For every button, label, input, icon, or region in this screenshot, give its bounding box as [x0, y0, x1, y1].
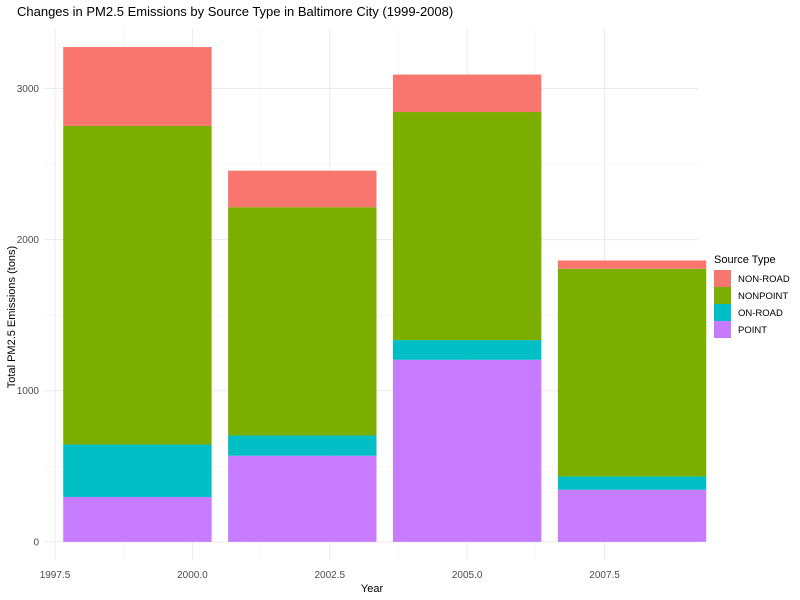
- bar-segment-point: [557, 489, 707, 542]
- bar-segment-nonpoint: [392, 112, 542, 341]
- chart-title: Changes in PM2.5 Emissions by Source Typ…: [17, 4, 453, 19]
- x-tick-label: 1997.5: [40, 570, 71, 581]
- legend-label-nonpoint: NONPOINT: [738, 291, 788, 302]
- bar-segment-nonpoint: [557, 268, 707, 477]
- bar-segment-nonpoint: [63, 125, 212, 445]
- legend-items: NON-ROAD NONPOINT ON-ROAD POINT: [714, 270, 790, 338]
- legend-swatch-on-road: [714, 304, 731, 321]
- x-axis-ticks: 1997.5 2000.0 2002.5 2005.0 2007.5: [40, 570, 621, 581]
- y-axis-ticks: 0 1000 2000 3000: [17, 84, 40, 548]
- legend-label-point: POINT: [738, 325, 767, 336]
- bar-segment-on-road: [63, 444, 212, 497]
- bar-segment-point: [63, 496, 212, 542]
- bar-segment-non-road: [392, 74, 542, 113]
- y-tick-label: 2000: [17, 235, 40, 246]
- legend: Source Type NON-ROAD NONPOINT ON-ROAD POINT: [714, 254, 790, 338]
- bar-segment-on-road: [557, 476, 707, 490]
- legend-swatch-non-road: [714, 270, 731, 287]
- x-tick-label: 2000.0: [177, 570, 208, 581]
- bar-segment-nonpoint: [228, 207, 377, 436]
- x-tick-label: 2005.0: [452, 570, 483, 581]
- x-tick-label: 2007.5: [589, 570, 620, 581]
- bar-segment-non-road: [228, 170, 377, 208]
- legend-label-on-road: ON-ROAD: [738, 308, 783, 319]
- bar-segment-point: [228, 455, 377, 542]
- bar-segment-non-road: [63, 47, 212, 126]
- legend-swatch-point: [714, 321, 731, 338]
- legend-label-non-road: NON-ROAD: [738, 274, 790, 285]
- legend-swatch-nonpoint: [714, 287, 731, 304]
- legend-title: Source Type: [714, 254, 776, 266]
- y-tick-label: 1000: [17, 386, 40, 397]
- x-tick-label: 2002.5: [314, 570, 345, 581]
- bar-segment-on-road: [392, 340, 542, 360]
- y-tick-label: 3000: [17, 84, 40, 95]
- y-axis-title: Total PM2.5 Emissions (tons): [6, 246, 18, 388]
- x-axis-title: Year: [361, 583, 384, 595]
- bar-segment-point: [392, 359, 542, 542]
- y-tick-label: 0: [33, 537, 39, 548]
- bar-segment-on-road: [228, 435, 377, 456]
- bar-segment-non-road: [557, 260, 707, 269]
- bars: [63, 47, 707, 542]
